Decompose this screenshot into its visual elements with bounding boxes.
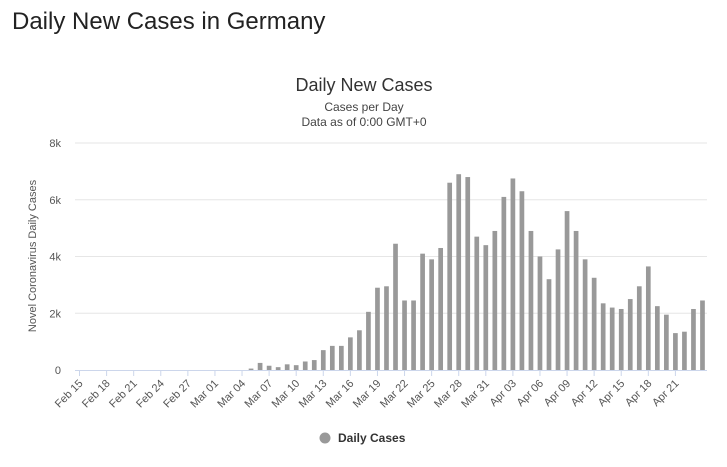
bar[interactable] [609,307,615,370]
bar[interactable] [338,345,344,370]
bar[interactable] [248,368,254,370]
x-tick-label: Apr 15 [596,378,627,409]
bar[interactable] [357,330,362,370]
bar[interactable] [302,361,308,370]
bar[interactable] [673,333,678,370]
x-tick-label: Mar 13 [297,378,330,411]
bar[interactable] [429,259,434,370]
x-tick-label: Apr 18 [623,378,654,409]
bar[interactable] [682,331,687,370]
x-tick-label: Mar 28 [432,378,465,411]
bar[interactable] [393,243,398,370]
x-tick-label: Apr 03 [488,378,519,409]
x-tick-label: Mar 16 [324,378,357,411]
x-tick-label: Mar 10 [270,378,303,411]
bar[interactable] [366,311,371,370]
chart-subtitle-date: Data as of 0:00 GMT+0 [301,115,426,129]
bar[interactable] [483,245,489,370]
bar[interactable] [492,230,498,370]
grid-lines [75,142,707,314]
x-tick-label: Feb 27 [161,378,194,411]
bar[interactable] [555,249,561,370]
bar[interactable] [384,286,389,370]
x-tick-label: Mar 07 [243,378,276,411]
bar[interactable] [501,196,507,370]
bar[interactable] [591,277,597,370]
bar[interactable] [411,300,416,370]
x-tick-label: Feb 21 [107,378,140,411]
bar[interactable] [348,337,353,370]
y-axis-labels: 0 2k 4k 6k 8k [49,138,61,377]
bar[interactable] [528,230,534,370]
bar[interactable] [537,256,543,371]
x-tick-label: Apr 09 [542,378,573,409]
page-title: Daily New Cases in Germany [12,8,326,35]
bar[interactable] [257,362,263,370]
bar[interactable] [664,314,669,370]
bar[interactable] [600,303,606,370]
x-tick-label: Feb 24 [134,378,167,411]
y-tick-label: 8k [49,138,61,150]
bar[interactable] [627,299,633,370]
y-axis-title: Novel Coronavirus Daily Cases [27,179,39,332]
legend-marker [319,432,331,444]
x-tick-label: Apr 06 [515,378,546,409]
chart-subtitle: Cases per Day [324,100,403,114]
bar[interactable] [519,191,525,370]
bar[interactable] [456,174,462,370]
x-tick-label: Feb 18 [80,378,113,411]
y-tick-label: 0 [55,365,61,377]
x-tick-label: Feb 15 [53,378,86,411]
x-tick-label: Mar 01 [188,378,221,411]
y-tick-label: 4k [49,252,61,264]
chart-title: Daily New Cases [295,75,432,95]
x-tick-label: Apr 21 [650,378,681,409]
bar[interactable] [375,287,380,370]
legend-label[interactable]: Daily Cases [338,431,406,445]
bar[interactable] [329,345,335,370]
bar[interactable] [420,253,425,370]
bar[interactable] [645,266,651,370]
bar[interactable] [284,364,290,370]
bar[interactable] [266,365,272,370]
bar[interactable] [510,178,516,370]
y-tick-label: 6k [49,195,61,207]
bars [248,174,705,371]
bar[interactable] [275,367,281,370]
bar[interactable] [564,211,570,370]
x-tick-label: Mar 25 [405,378,438,411]
bar[interactable] [293,365,299,370]
x-tick-label: Mar 19 [351,378,384,411]
bar[interactable] [465,177,471,370]
bar[interactable] [700,300,705,370]
bar[interactable] [320,350,326,370]
bar[interactable] [654,306,660,370]
bar[interactable] [447,182,453,370]
bar[interactable] [573,230,579,370]
bar[interactable] [438,247,444,370]
bar[interactable] [582,259,588,370]
bar[interactable] [474,236,480,370]
legend[interactable]: Daily Cases [319,431,406,445]
x-tick-label: Mar 04 [215,378,248,411]
x-tick-label: Apr 12 [569,378,600,409]
bar[interactable] [618,308,624,370]
bar[interactable] [691,308,696,370]
bar[interactable] [546,279,552,370]
bar[interactable] [636,286,642,370]
x-tick-label: Mar 22 [378,378,411,411]
y-tick-label: 2k [49,308,61,320]
bar[interactable] [402,300,407,370]
bar[interactable] [311,360,317,370]
x-tick-label: Mar 31 [459,378,492,411]
